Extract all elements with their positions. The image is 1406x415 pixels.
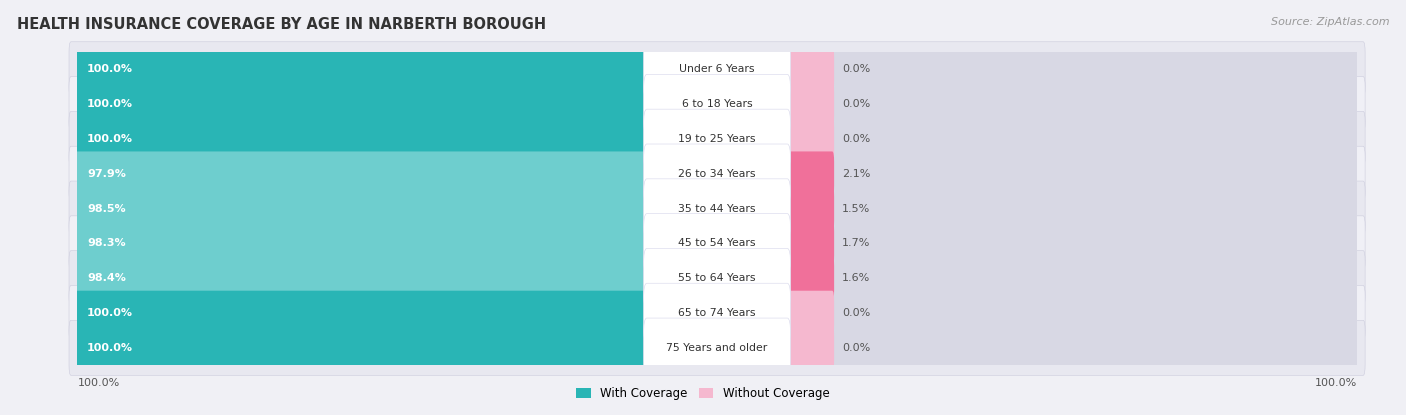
FancyBboxPatch shape	[69, 77, 1365, 132]
FancyBboxPatch shape	[76, 186, 710, 231]
FancyBboxPatch shape	[76, 290, 718, 335]
Text: 0.0%: 0.0%	[842, 134, 870, 144]
Text: 0.0%: 0.0%	[842, 99, 870, 109]
Text: 35 to 44 Years: 35 to 44 Years	[678, 203, 756, 214]
FancyBboxPatch shape	[76, 151, 1358, 196]
Text: 1.5%: 1.5%	[842, 203, 870, 214]
FancyBboxPatch shape	[789, 82, 834, 127]
FancyBboxPatch shape	[76, 151, 706, 196]
FancyBboxPatch shape	[76, 325, 718, 370]
FancyBboxPatch shape	[789, 256, 834, 300]
Legend: With Coverage, Without Coverage: With Coverage, Without Coverage	[572, 383, 834, 405]
FancyBboxPatch shape	[644, 214, 790, 273]
Text: 100.0%: 100.0%	[87, 343, 134, 353]
Text: 98.4%: 98.4%	[87, 273, 125, 283]
Text: 98.3%: 98.3%	[87, 238, 125, 248]
FancyBboxPatch shape	[76, 221, 709, 266]
FancyBboxPatch shape	[789, 151, 834, 196]
Text: 0.0%: 0.0%	[842, 64, 870, 74]
Text: 65 to 74 Years: 65 to 74 Years	[678, 308, 756, 318]
Text: 100.0%: 100.0%	[87, 99, 134, 109]
FancyBboxPatch shape	[69, 181, 1365, 236]
FancyBboxPatch shape	[789, 117, 834, 161]
FancyBboxPatch shape	[644, 179, 790, 238]
Text: Source: ZipAtlas.com: Source: ZipAtlas.com	[1271, 17, 1389, 27]
FancyBboxPatch shape	[644, 39, 790, 99]
FancyBboxPatch shape	[644, 283, 790, 343]
Text: 45 to 54 Years: 45 to 54 Years	[678, 238, 756, 248]
FancyBboxPatch shape	[644, 318, 790, 378]
FancyBboxPatch shape	[789, 47, 834, 92]
FancyBboxPatch shape	[76, 117, 718, 161]
FancyBboxPatch shape	[644, 249, 790, 308]
FancyBboxPatch shape	[69, 286, 1365, 340]
FancyBboxPatch shape	[76, 256, 709, 300]
Text: HEALTH INSURANCE COVERAGE BY AGE IN NARBERTH BOROUGH: HEALTH INSURANCE COVERAGE BY AGE IN NARB…	[17, 17, 546, 32]
FancyBboxPatch shape	[644, 109, 790, 168]
FancyBboxPatch shape	[76, 221, 1358, 266]
Text: 1.7%: 1.7%	[842, 238, 870, 248]
FancyBboxPatch shape	[789, 325, 834, 370]
Text: 6 to 18 Years: 6 to 18 Years	[682, 99, 752, 109]
FancyBboxPatch shape	[76, 47, 1358, 92]
FancyBboxPatch shape	[644, 144, 790, 203]
Text: 100.0%: 100.0%	[87, 308, 134, 318]
Text: 97.9%: 97.9%	[87, 169, 125, 179]
FancyBboxPatch shape	[644, 74, 790, 134]
Text: 100.0%: 100.0%	[87, 134, 134, 144]
FancyBboxPatch shape	[69, 320, 1365, 375]
Text: 100.0%: 100.0%	[77, 378, 120, 388]
FancyBboxPatch shape	[789, 290, 834, 335]
FancyBboxPatch shape	[76, 325, 1358, 370]
Text: Under 6 Years: Under 6 Years	[679, 64, 755, 74]
FancyBboxPatch shape	[76, 290, 1358, 335]
FancyBboxPatch shape	[69, 251, 1365, 306]
FancyBboxPatch shape	[76, 82, 1358, 127]
FancyBboxPatch shape	[76, 117, 1358, 161]
FancyBboxPatch shape	[789, 186, 834, 231]
FancyBboxPatch shape	[69, 42, 1365, 97]
FancyBboxPatch shape	[69, 111, 1365, 166]
FancyBboxPatch shape	[69, 216, 1365, 271]
Text: 19 to 25 Years: 19 to 25 Years	[678, 134, 756, 144]
Text: 55 to 64 Years: 55 to 64 Years	[678, 273, 756, 283]
FancyBboxPatch shape	[789, 221, 834, 266]
FancyBboxPatch shape	[76, 82, 718, 127]
Text: 75 Years and older: 75 Years and older	[666, 343, 768, 353]
Text: 98.5%: 98.5%	[87, 203, 125, 214]
Text: 0.0%: 0.0%	[842, 343, 870, 353]
Text: 2.1%: 2.1%	[842, 169, 870, 179]
Text: 1.6%: 1.6%	[842, 273, 870, 283]
FancyBboxPatch shape	[76, 256, 1358, 300]
Text: 26 to 34 Years: 26 to 34 Years	[678, 169, 756, 179]
FancyBboxPatch shape	[76, 186, 1358, 231]
FancyBboxPatch shape	[69, 146, 1365, 201]
Text: 100.0%: 100.0%	[1315, 378, 1357, 388]
Text: 100.0%: 100.0%	[87, 64, 134, 74]
FancyBboxPatch shape	[76, 47, 718, 92]
Text: 0.0%: 0.0%	[842, 308, 870, 318]
